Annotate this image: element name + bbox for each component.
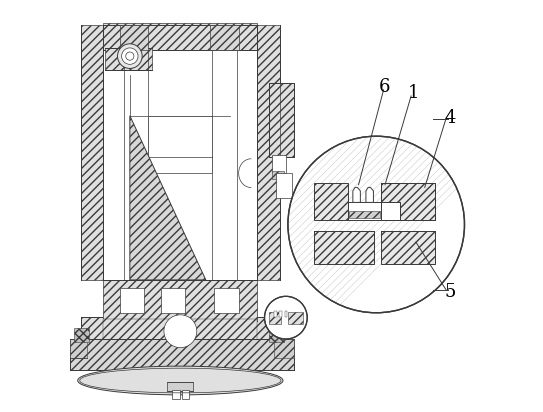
Bar	[314, 231, 375, 264]
Bar	[381, 202, 400, 220]
Bar	[348, 202, 381, 220]
Bar	[119, 25, 148, 50]
Bar	[280, 311, 282, 316]
Bar	[269, 83, 294, 157]
Bar	[381, 231, 435, 264]
Text: 1: 1	[407, 84, 419, 102]
Text: 6: 6	[378, 78, 390, 96]
Circle shape	[288, 136, 464, 313]
Bar	[210, 25, 239, 50]
Bar	[274, 311, 277, 316]
Bar	[80, 25, 103, 280]
Polygon shape	[366, 187, 374, 202]
Bar	[103, 23, 257, 50]
Ellipse shape	[78, 366, 283, 395]
Bar	[269, 83, 294, 157]
Bar	[269, 328, 284, 342]
Text: 5: 5	[444, 283, 456, 301]
Bar	[148, 116, 212, 173]
Bar	[105, 48, 153, 70]
Bar	[285, 311, 287, 316]
Circle shape	[264, 296, 307, 339]
Bar	[288, 312, 303, 323]
Bar	[269, 312, 281, 323]
Bar	[274, 339, 294, 358]
Circle shape	[122, 48, 138, 64]
Bar	[276, 173, 292, 198]
Polygon shape	[130, 116, 206, 280]
Bar	[103, 319, 257, 342]
Bar	[272, 154, 286, 173]
Polygon shape	[353, 187, 361, 202]
Bar	[119, 288, 144, 313]
Bar	[257, 25, 280, 280]
Text: 4: 4	[444, 109, 456, 127]
Bar	[172, 390, 180, 399]
Circle shape	[117, 44, 142, 68]
Bar	[272, 171, 284, 179]
Bar	[182, 390, 190, 399]
Bar	[103, 280, 257, 321]
Bar	[381, 183, 435, 220]
Circle shape	[164, 315, 197, 348]
Bar	[314, 183, 348, 220]
Bar	[349, 211, 380, 218]
Bar	[74, 328, 89, 342]
Bar	[167, 382, 193, 391]
Bar	[214, 288, 239, 313]
Bar	[70, 339, 87, 358]
Bar	[70, 339, 294, 370]
Bar	[161, 288, 185, 313]
Bar	[80, 317, 280, 342]
